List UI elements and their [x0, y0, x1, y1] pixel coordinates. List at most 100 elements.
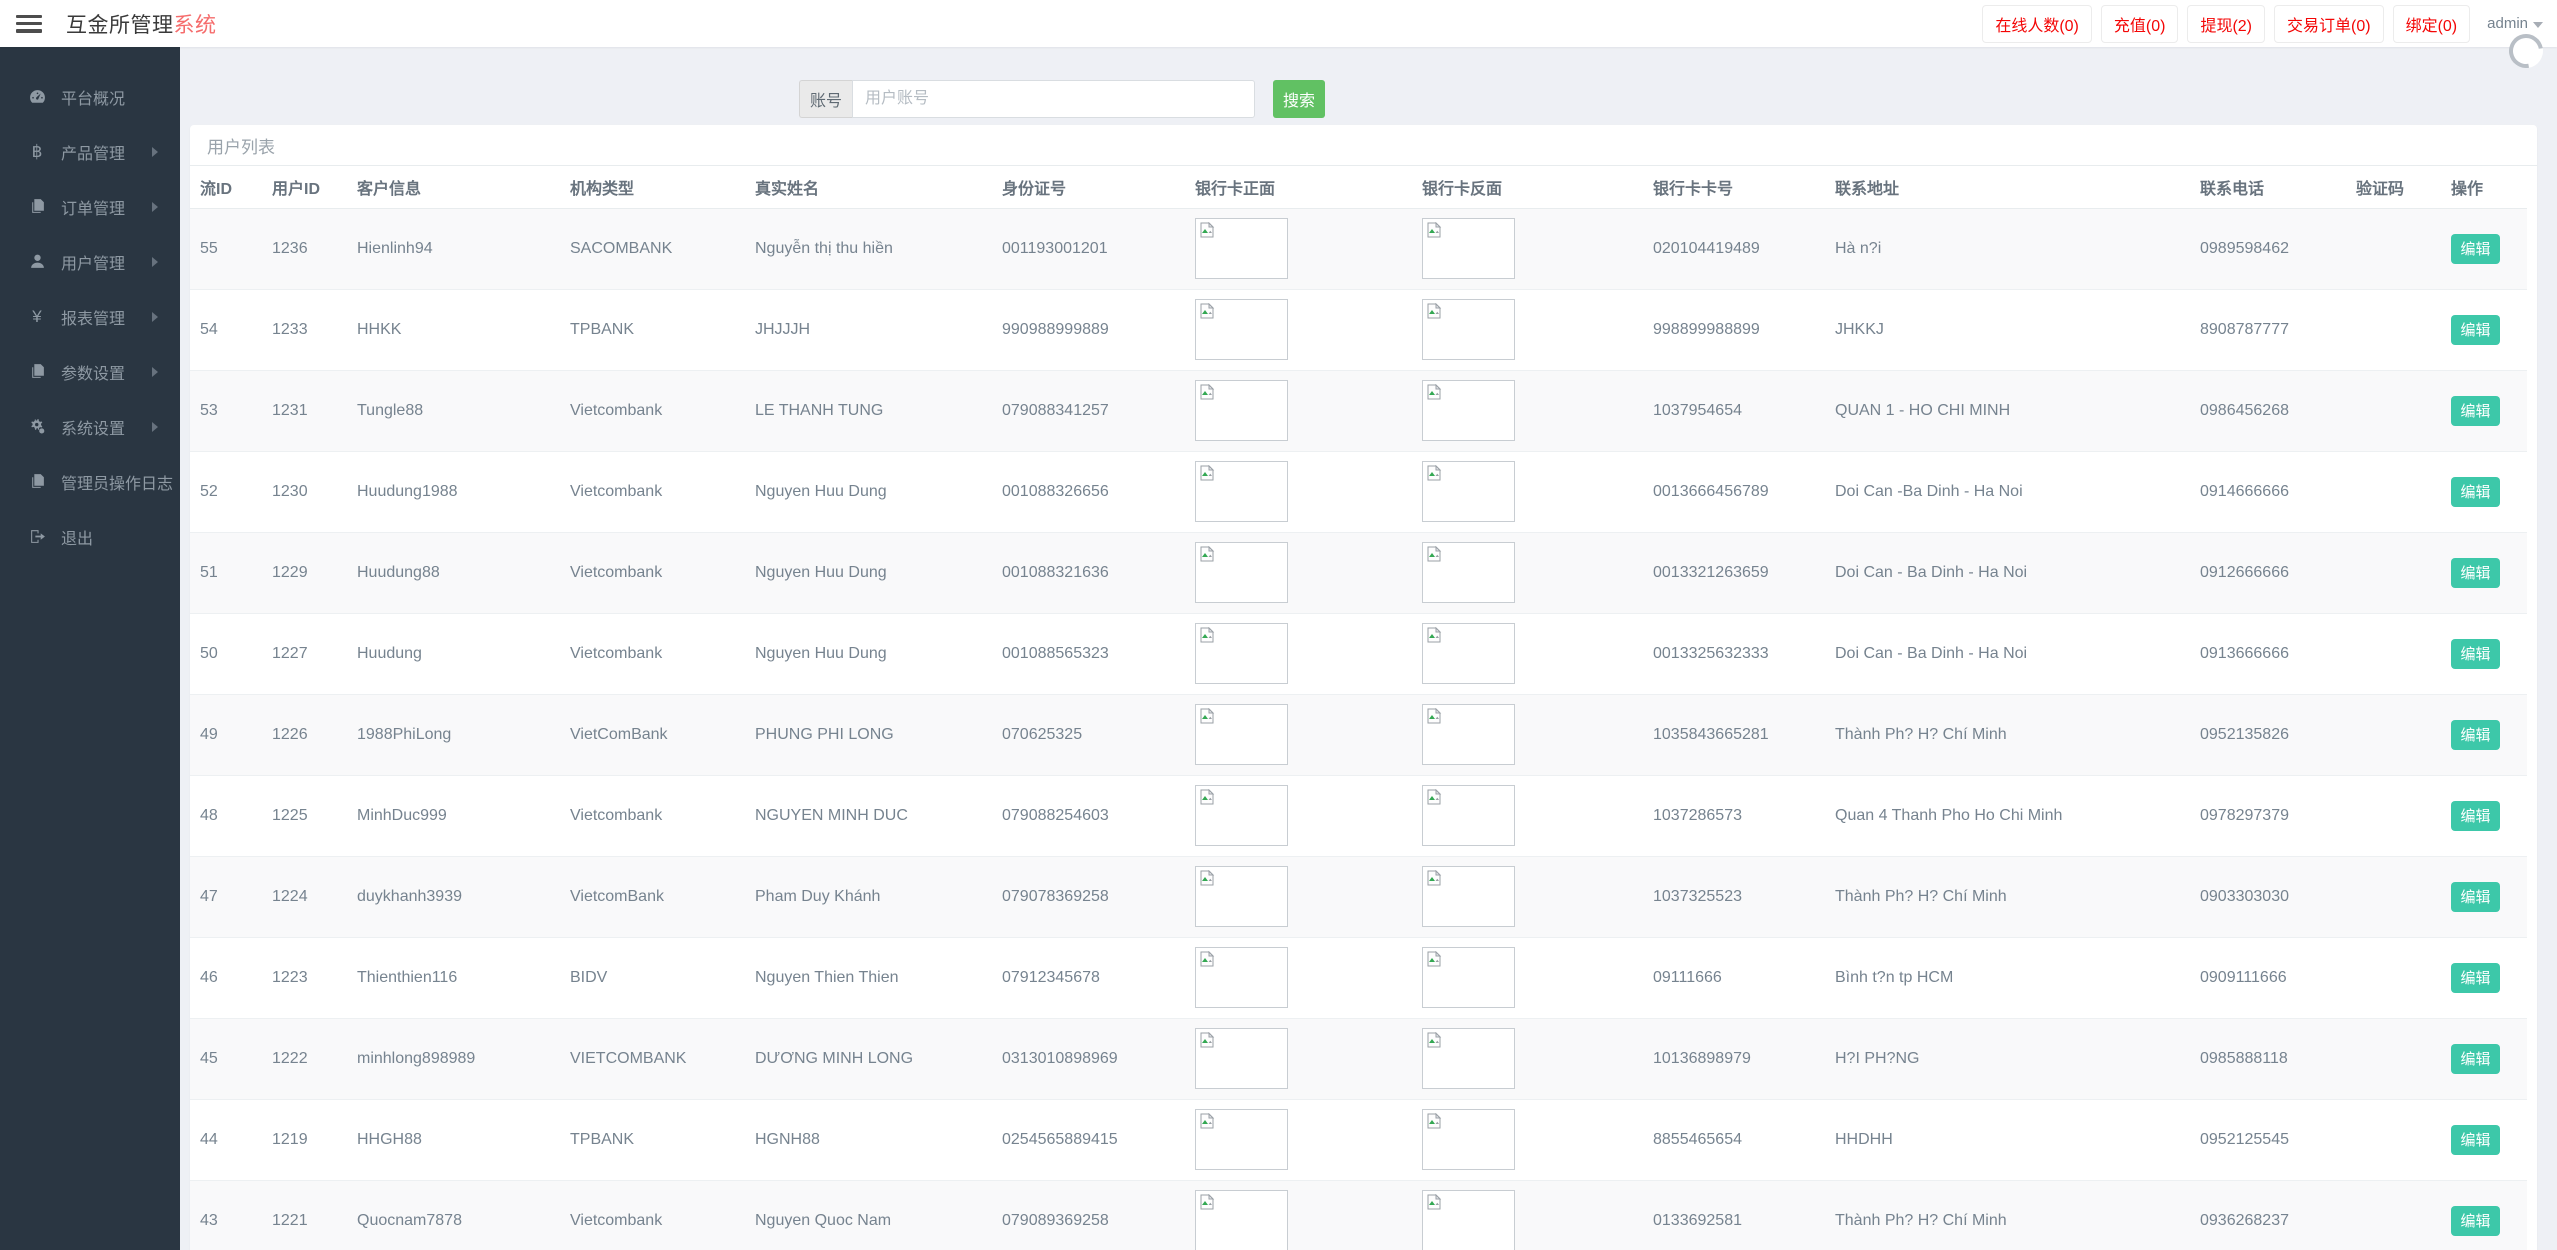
sidebar-item-label: 订单管理	[61, 200, 126, 218]
card-front-image[interactable]	[1195, 704, 1288, 765]
cell-actions: 编辑	[2451, 370, 2527, 451]
edit-button[interactable]: 编辑	[2451, 881, 2500, 912]
chevron-right-icon	[152, 311, 158, 322]
cell-flow-id: 43	[200, 1211, 218, 1229]
sidebar-item-label: 退出	[61, 530, 94, 548]
card-front-image[interactable]	[1195, 785, 1288, 846]
cell-actions: 编辑	[2451, 532, 2527, 613]
card-back-image[interactable]	[1422, 704, 1515, 765]
card-front-image[interactable]	[1195, 542, 1288, 603]
menu-toggle-icon[interactable]	[16, 14, 42, 33]
cell-contact-phone: 0909111666	[2200, 968, 2287, 986]
cell-flow-id: 51	[200, 563, 218, 581]
online-users-link[interactable]: 在线人数(0)	[1982, 4, 2092, 43]
edit-button[interactable]: 编辑	[2451, 1124, 2500, 1155]
edit-button[interactable]: 编辑	[2451, 476, 2500, 507]
cell-card-back	[1422, 775, 1653, 856]
card-front-image[interactable]	[1195, 1109, 1288, 1170]
sidebar-item-report-management[interactable]: ¥ 报表管理	[0, 289, 180, 344]
edit-button[interactable]: 编辑	[2451, 395, 2500, 426]
sidebar-item-product-management[interactable]: ฿ 产品管理	[0, 124, 180, 179]
sidebar-item-parameter-settings[interactable]: 参数设置	[0, 344, 180, 399]
card-front-image[interactable]	[1195, 1190, 1288, 1250]
card-back-image[interactable]	[1422, 1028, 1515, 1089]
card-back-image[interactable]	[1422, 1190, 1515, 1250]
logout-icon	[26, 528, 48, 546]
cell-flow-id: 54	[200, 320, 218, 338]
binding-link[interactable]: 绑定(0)	[2392, 4, 2471, 43]
sidebar-item-logout[interactable]: 退出	[0, 509, 180, 564]
cell-customer-info: 1988PhiLong	[357, 725, 452, 743]
cell-contact-phone: 0952125545	[2200, 1130, 2289, 1148]
card-back-image[interactable]	[1422, 623, 1515, 684]
sidebar-item-system-settings[interactable]: 系统设置	[0, 399, 180, 454]
withdraw-link[interactable]: 提现(2)	[2187, 4, 2266, 43]
sidebar-item-order-management[interactable]: 订单管理	[0, 179, 180, 234]
card-front-image[interactable]	[1195, 947, 1288, 1008]
cell-actions: 编辑	[2451, 694, 2527, 775]
card-back-image[interactable]	[1422, 380, 1515, 441]
broken-image-icon	[1200, 951, 1215, 967]
broken-image-icon	[1200, 1032, 1215, 1048]
edit-button[interactable]: 编辑	[2451, 314, 2500, 345]
cell-card-front	[1195, 1018, 1422, 1099]
sidebar-item-user-management[interactable]: 用户管理	[0, 234, 180, 289]
table-row: 53 1231 Tungle88 Vietcombank LE THANH TU…	[190, 370, 2527, 451]
card-front-image[interactable]	[1195, 218, 1288, 279]
cell-institution-type: Vietcombank	[570, 482, 663, 500]
cell-card-number: 1037954654	[1653, 401, 1742, 419]
cell-id-number: 001088326656	[1002, 482, 1109, 500]
chevron-right-icon	[152, 146, 158, 157]
cell-institution-type: TPBANK	[570, 1130, 635, 1148]
cell-user-id: 1226	[272, 725, 308, 743]
card-back-image[interactable]	[1422, 461, 1515, 522]
recharge-link[interactable]: 充值(0)	[2100, 4, 2179, 43]
card-back-image[interactable]	[1422, 866, 1515, 927]
sidebar-item-admin-log[interactable]: 管理员操作日志	[0, 454, 180, 509]
card-front-image[interactable]	[1195, 866, 1288, 927]
card-front-image[interactable]	[1195, 380, 1288, 441]
sidebar-item-label: 用户管理	[61, 255, 126, 273]
card-back-image[interactable]	[1422, 947, 1515, 1008]
card-front-image[interactable]	[1195, 1028, 1288, 1089]
card-back-image[interactable]	[1422, 218, 1515, 279]
cell-card-back	[1422, 1099, 1653, 1180]
trade-orders-link[interactable]: 交易订单(0)	[2274, 4, 2384, 43]
card-front-image[interactable]	[1195, 299, 1288, 360]
cell-user-id: 1224	[272, 887, 308, 905]
admin-dropdown[interactable]: admin	[2487, 15, 2543, 32]
cell-card-number: 8855465654	[1653, 1130, 1742, 1148]
sidebar-item-platform-overview[interactable]: 平台概况	[0, 69, 180, 124]
search-button[interactable]: 搜索	[1273, 80, 1325, 118]
card-back-image[interactable]	[1422, 785, 1515, 846]
card-back-image[interactable]	[1422, 1109, 1515, 1170]
col-institution-type: 机构类型	[570, 166, 755, 209]
edit-button[interactable]: 编辑	[2451, 800, 2500, 831]
broken-image-icon	[1427, 1113, 1442, 1129]
edit-button[interactable]: 编辑	[2451, 962, 2500, 993]
card-front-image[interactable]	[1195, 623, 1288, 684]
table-row: 43 1221 Quocnam7878 Vietcombank Nguyen Q…	[190, 1180, 2527, 1250]
card-back-image[interactable]	[1422, 299, 1515, 360]
cell-verify-code	[2356, 856, 2451, 937]
cell-id-number: 07912345678	[1002, 968, 1100, 986]
edit-button[interactable]: 编辑	[2451, 1205, 2500, 1236]
broken-image-icon	[1200, 1113, 1215, 1129]
edit-button[interactable]: 编辑	[2451, 1043, 2500, 1074]
user-list-card: 用户列表 流ID 用户ID 客户信息 机构类型 真实姓名 身份证号 银行卡正面 …	[190, 125, 2537, 1250]
table-row: 45 1222 minhlong898989 VIETCOMBANK DƯƠNG…	[190, 1018, 2527, 1099]
cell-actions: 编辑	[2451, 289, 2527, 370]
edit-button[interactable]: 编辑	[2451, 719, 2500, 750]
card-back-image[interactable]	[1422, 542, 1515, 603]
search-input[interactable]	[852, 80, 1255, 118]
edit-button[interactable]: 编辑	[2451, 233, 2500, 264]
cell-card-back	[1422, 208, 1653, 289]
cell-institution-type: Vietcombank	[570, 806, 663, 824]
cell-contact-phone: 0903303030	[2200, 887, 2289, 905]
card-front-image[interactable]	[1195, 461, 1288, 522]
chevron-right-icon	[152, 421, 158, 432]
broken-image-icon	[1427, 303, 1442, 319]
edit-button[interactable]: 编辑	[2451, 557, 2500, 588]
edit-button[interactable]: 编辑	[2451, 638, 2500, 669]
broken-image-icon	[1427, 708, 1442, 724]
